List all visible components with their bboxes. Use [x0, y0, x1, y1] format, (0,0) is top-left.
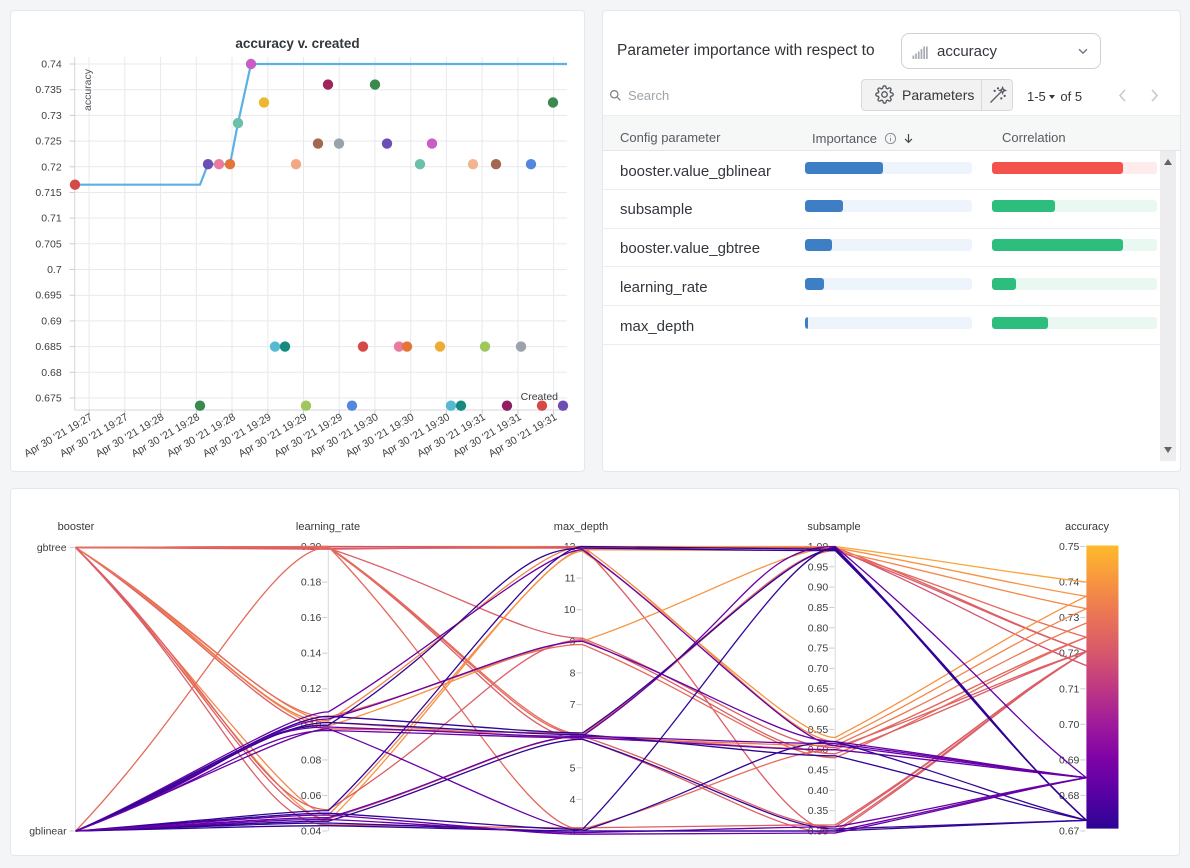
svg-text:0.16: 0.16	[301, 612, 322, 624]
svg-text:8: 8	[570, 667, 576, 679]
svg-text:0.68: 0.68	[41, 367, 62, 379]
svg-text:accuracy: accuracy	[1065, 521, 1110, 533]
svg-text:0.70: 0.70	[1059, 719, 1080, 731]
svg-text:booster: booster	[58, 521, 95, 533]
svg-text:0.715: 0.715	[35, 187, 61, 199]
svg-text:gblinear: gblinear	[29, 826, 67, 838]
svg-text:0.80: 0.80	[808, 622, 829, 634]
svg-text:0.695: 0.695	[35, 290, 61, 302]
svg-text:max_depth: max_depth	[554, 521, 608, 533]
svg-text:accuracy: accuracy	[82, 68, 94, 111]
svg-text:learning_rate: learning_rate	[296, 521, 360, 533]
svg-text:subsample: subsample	[807, 521, 860, 533]
svg-text:5: 5	[570, 762, 576, 774]
svg-text:0.75: 0.75	[1059, 541, 1080, 553]
svg-text:0.725: 0.725	[35, 136, 61, 148]
svg-text:0.73: 0.73	[1059, 612, 1080, 624]
svg-text:0.60: 0.60	[808, 704, 829, 716]
svg-text:0.68: 0.68	[1059, 790, 1080, 802]
svg-text:0.67: 0.67	[1059, 826, 1080, 838]
svg-text:0.65: 0.65	[808, 683, 829, 695]
svg-text:0.90: 0.90	[808, 582, 829, 594]
svg-text:accuracy v. created: accuracy v. created	[235, 36, 359, 51]
svg-text:0.45: 0.45	[808, 765, 829, 777]
svg-text:gbtree: gbtree	[37, 542, 67, 554]
svg-text:0.74: 0.74	[41, 59, 62, 71]
svg-text:0.08: 0.08	[301, 754, 322, 766]
svg-text:0.18: 0.18	[301, 577, 322, 589]
svg-text:0.71: 0.71	[41, 213, 62, 225]
svg-text:0.04: 0.04	[301, 826, 322, 838]
svg-text:0.73: 0.73	[41, 110, 62, 122]
svg-text:10: 10	[564, 604, 576, 616]
svg-text:0.69: 0.69	[41, 315, 62, 327]
svg-text:0.705: 0.705	[35, 238, 61, 250]
svg-text:0.06: 0.06	[301, 790, 322, 802]
svg-text:4: 4	[570, 794, 576, 806]
svg-text:0.40: 0.40	[808, 785, 829, 797]
svg-text:0.75: 0.75	[808, 643, 829, 655]
svg-text:0.55: 0.55	[808, 724, 829, 736]
svg-text:0.14: 0.14	[301, 648, 322, 660]
svg-text:0.685: 0.685	[35, 341, 61, 353]
svg-text:Created: Created	[521, 391, 559, 403]
svg-text:0.72: 0.72	[41, 161, 62, 173]
svg-text:0.95: 0.95	[808, 561, 829, 573]
svg-text:0.675: 0.675	[35, 393, 61, 405]
svg-text:0.735: 0.735	[35, 84, 61, 96]
svg-text:0.85: 0.85	[808, 602, 829, 614]
svg-text:11: 11	[565, 573, 576, 585]
svg-text:0.71: 0.71	[1059, 683, 1080, 695]
svg-text:0.7: 0.7	[47, 264, 62, 276]
svg-text:0.12: 0.12	[301, 683, 322, 695]
svg-text:0.70: 0.70	[808, 663, 829, 675]
svg-text:7: 7	[570, 699, 576, 711]
svg-text:0.35: 0.35	[808, 805, 829, 817]
svg-text:0.69: 0.69	[1059, 754, 1080, 766]
